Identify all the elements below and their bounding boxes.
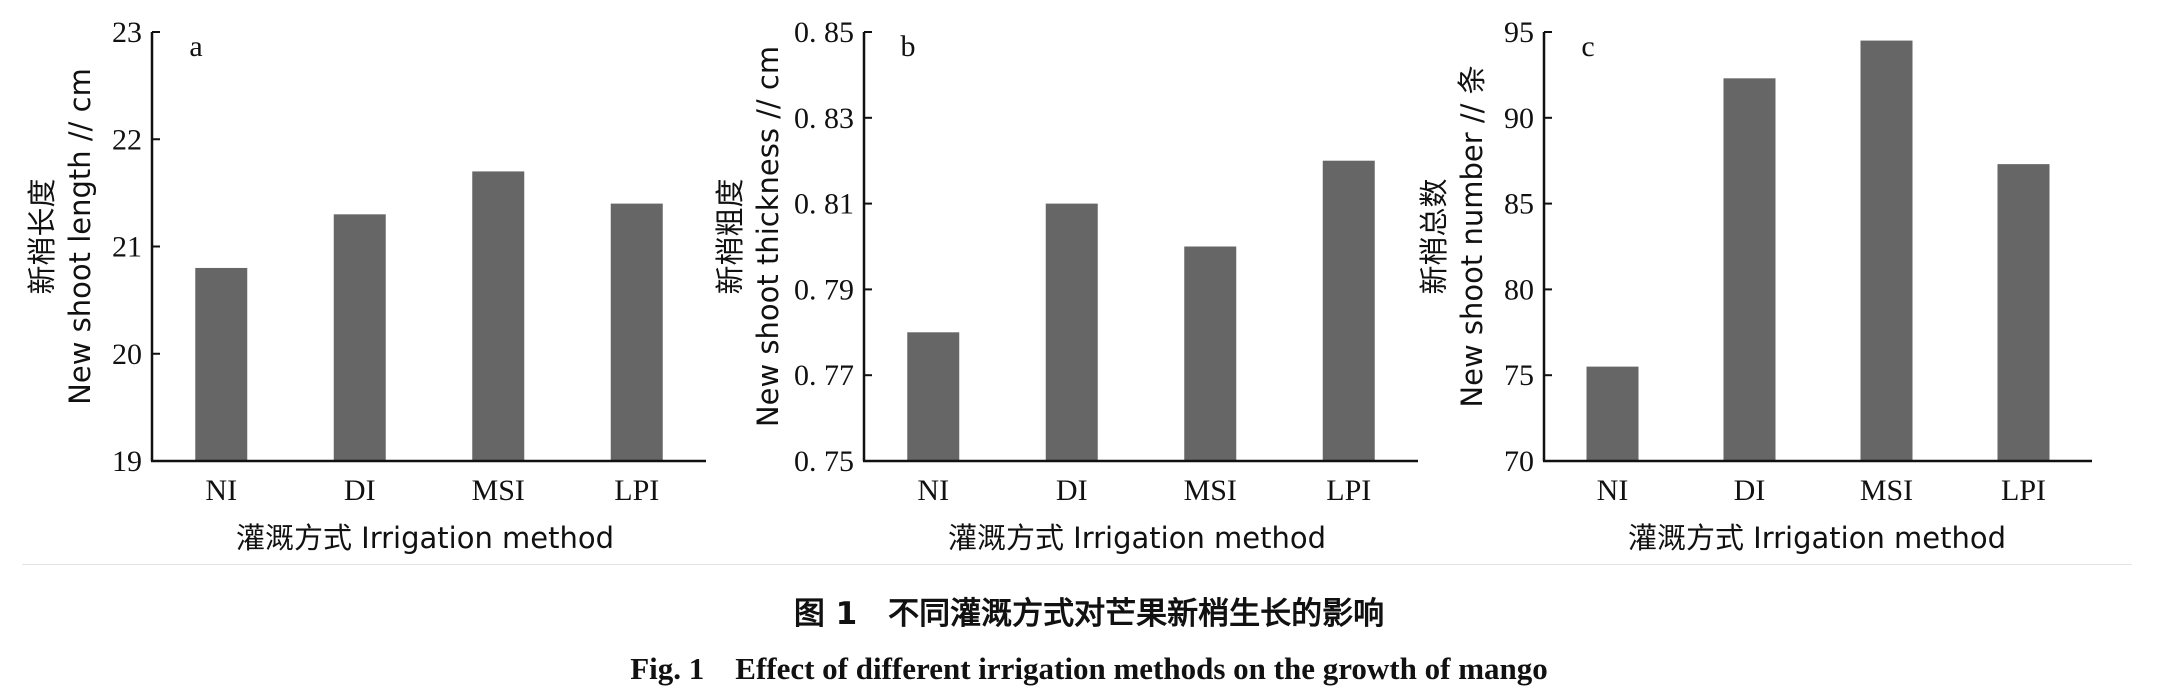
- panel-label-b: b: [901, 30, 916, 63]
- y-tick-label-c: 85: [1504, 188, 1534, 221]
- x-tick-label-a-ni: NI: [205, 474, 237, 507]
- y-axis-title-cn-c: 新梢总数: [1417, 178, 1451, 294]
- y-tick-label-b: 0. 77: [794, 359, 854, 392]
- x-axis-title-b: 灌溉方式 Irrigation method: [948, 521, 1326, 555]
- y-tick-label-a: 23: [112, 16, 142, 49]
- bar-b-lpi: [1322, 160, 1375, 461]
- panel-a-chart: 19 20 21 22 23 NI DI MSI LPI a 新梢长度 New shoot lengt…: [25, 16, 706, 555]
- bar-b-msi: [1184, 246, 1237, 461]
- y-tick-label-c: 90: [1504, 102, 1534, 135]
- y-tick-label-b: 0. 79: [794, 273, 854, 306]
- y-tick-label-b: 0. 75: [794, 445, 854, 478]
- y-tick-label-b: 0. 83: [794, 102, 854, 135]
- x-tick-label-a-di: DI: [344, 474, 376, 507]
- bar-c-ni: [1586, 366, 1639, 461]
- figure-caption-chinese: 图 1 不同灌溉方式对芒果新梢生长的影响: [793, 596, 1385, 632]
- y-axis-title-cn-b: 新梢粗度: [713, 178, 747, 294]
- y-tick-label-c: 70: [1504, 445, 1534, 478]
- y-tick-label-b: 0. 85: [794, 16, 854, 49]
- x-tick-label-b-di: DI: [1056, 474, 1088, 507]
- y-tick-label-c: 80: [1504, 273, 1534, 306]
- bar-c-msi: [1860, 40, 1913, 462]
- y-tick-label-c: 75: [1504, 359, 1534, 392]
- y-axis-title-en-c: New shoot number // 条: [1455, 65, 1489, 407]
- y-tick-label-b: 0. 81: [794, 188, 854, 221]
- y-axis-title-cn-a: 新梢长度: [25, 178, 59, 294]
- bar-c-di: [1723, 78, 1776, 461]
- panel-b-chart: 0. 75 0. 77 0. 79 0. 81 0. 83 0. 85 NI DI MSI LPI…: [713, 16, 1418, 555]
- bar-b-di: [1045, 203, 1098, 461]
- bar-b-ni: [907, 332, 960, 461]
- x-tick-label-a-lpi: LPI: [614, 474, 659, 507]
- bar-a-msi: [472, 171, 525, 462]
- x-tick-label-c-ni: NI: [1597, 474, 1629, 507]
- bar-a-lpi: [610, 203, 663, 461]
- figure-divider: [22, 564, 2132, 565]
- x-axis-title-c: 灌溉方式 Irrigation method: [1628, 521, 2006, 555]
- x-tick-label-c-di: DI: [1734, 474, 1766, 507]
- y-tick-label-c: 95: [1504, 16, 1534, 49]
- figure-caption-english: Fig. 1 Effect of different irrigation me…: [630, 651, 1548, 686]
- x-tick-label-b-lpi: LPI: [1326, 474, 1371, 507]
- x-tick-label-a-msi: MSI: [472, 474, 525, 507]
- x-axis-title-a: 灌溉方式 Irrigation method: [236, 521, 614, 555]
- x-tick-label-b-msi: MSI: [1184, 474, 1237, 507]
- y-tick-label-a: 20: [112, 338, 142, 371]
- y-axis-title-en-b: New shoot thickness // cm: [751, 46, 785, 427]
- panel-label-c: c: [1581, 30, 1594, 63]
- y-tick-label-a: 21: [112, 231, 142, 264]
- bar-a-di: [333, 214, 386, 461]
- x-tick-label-c-lpi: LPI: [2001, 474, 2046, 507]
- x-tick-label-b-ni: NI: [917, 474, 949, 507]
- bar-a-ni: [195, 267, 248, 461]
- y-tick-label-a: 22: [112, 123, 142, 156]
- panel-c-chart: 70 75 80 85 90 95 NI DI MSI LPI c 新梢总数 New shoot num…: [1417, 16, 2092, 555]
- panel-label-a: a: [189, 30, 202, 63]
- x-tick-label-c-msi: MSI: [1860, 474, 1913, 507]
- y-axis-title-en-a: New shoot length // cm: [63, 68, 97, 405]
- y-tick-label-a: 19: [112, 445, 142, 478]
- bar-c-lpi: [1997, 164, 2050, 461]
